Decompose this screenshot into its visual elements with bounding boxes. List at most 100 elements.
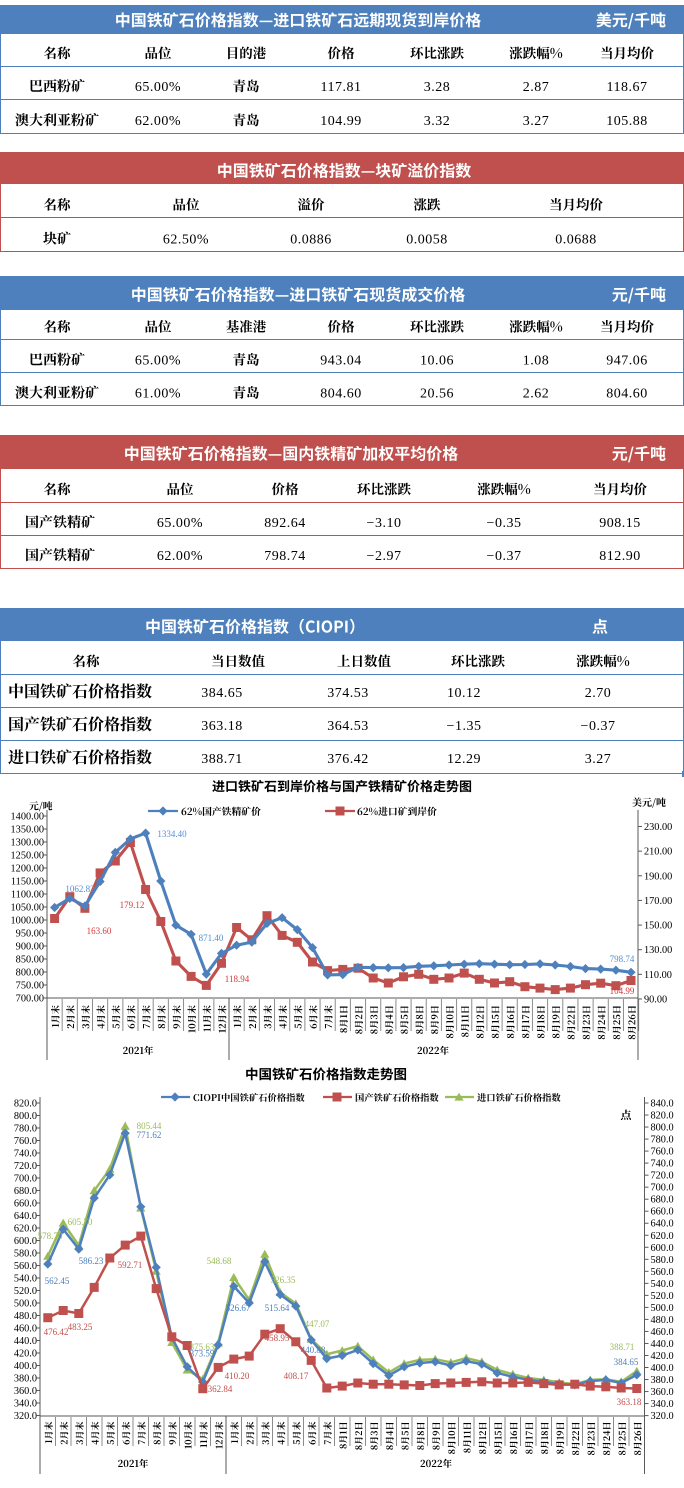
svg-text:110.00: 110.00	[644, 970, 672, 981]
svg-text:1100.00: 1100.00	[11, 890, 44, 901]
svg-text:0.0886: 0.0886	[290, 233, 332, 248]
svg-text:62.00%: 62.00%	[135, 114, 181, 129]
svg-text:2.70: 2.70	[585, 686, 612, 701]
svg-text:740.0: 740.0	[651, 1159, 674, 1170]
svg-text:460.0: 460.0	[651, 1327, 674, 1338]
svg-text:0.0688: 0.0688	[555, 233, 597, 248]
svg-text:10.12: 10.12	[447, 686, 481, 701]
svg-text:118.94: 118.94	[225, 974, 250, 984]
svg-text:65.00%: 65.00%	[135, 80, 181, 95]
svg-text:804.60: 804.60	[606, 387, 648, 402]
svg-text:440.0: 440.0	[14, 1336, 37, 1347]
svg-text:1000.00: 1000.00	[11, 916, 44, 927]
svg-text:−3.10: −3.10	[367, 516, 402, 531]
svg-text:804.60: 804.60	[320, 387, 362, 402]
svg-text:798.74: 798.74	[264, 549, 306, 564]
svg-text:384.65: 384.65	[201, 686, 243, 701]
svg-text:3.28: 3.28	[424, 80, 451, 95]
svg-text:384.65: 384.65	[614, 1357, 639, 1367]
svg-text:820.0: 820.0	[14, 1099, 37, 1110]
svg-text:373.59: 373.59	[190, 1349, 215, 1359]
svg-text:720.0: 720.0	[651, 1171, 674, 1182]
svg-text:364.53: 364.53	[327, 719, 369, 734]
svg-text:65.00%: 65.00%	[135, 354, 181, 369]
svg-text:−0.37: −0.37	[581, 719, 616, 734]
svg-text:520.0: 520.0	[651, 1291, 674, 1302]
svg-text:380.0: 380.0	[14, 1374, 37, 1385]
svg-text:760.0: 760.0	[651, 1147, 674, 1158]
svg-text:440.0: 440.0	[651, 1339, 674, 1350]
svg-text:798.74: 798.74	[610, 954, 635, 964]
svg-text:2.62: 2.62	[523, 387, 550, 402]
svg-text:580.0: 580.0	[651, 1255, 674, 1266]
svg-text:760.0: 760.0	[14, 1136, 37, 1147]
svg-text:640.0: 640.0	[651, 1219, 674, 1230]
svg-text:3.32: 3.32	[424, 114, 451, 129]
svg-text:340.0: 340.0	[651, 1399, 674, 1410]
svg-text:820.0: 820.0	[651, 1111, 674, 1122]
svg-text:700.0: 700.0	[651, 1183, 674, 1194]
svg-text:943.04: 943.04	[320, 354, 362, 369]
svg-text:61.00%: 61.00%	[135, 387, 181, 402]
svg-text:600.0: 600.0	[14, 1236, 37, 1247]
svg-text:871.40: 871.40	[199, 933, 224, 943]
svg-text:104.99: 104.99	[320, 114, 362, 129]
svg-text:447.07: 447.07	[305, 1319, 330, 1329]
svg-text:−1.35: −1.35	[447, 719, 482, 734]
svg-text:1350.00: 1350.00	[11, 825, 44, 836]
svg-text:400.0: 400.0	[651, 1363, 674, 1374]
svg-text:680.0: 680.0	[651, 1195, 674, 1206]
svg-text:578.70: 578.70	[38, 1231, 63, 1241]
svg-text:1300.00: 1300.00	[11, 838, 44, 849]
svg-text:720.0: 720.0	[14, 1161, 37, 1172]
svg-text:420.0: 420.0	[651, 1351, 674, 1362]
svg-text:620.0: 620.0	[14, 1224, 37, 1235]
svg-text:771.62: 771.62	[137, 1130, 162, 1140]
svg-text:1062.82: 1062.82	[65, 884, 94, 894]
svg-text:10.06: 10.06	[420, 354, 454, 369]
svg-text:680.0: 680.0	[14, 1186, 37, 1197]
svg-text:740.0: 740.0	[14, 1149, 37, 1160]
svg-text:1200.00: 1200.00	[11, 864, 44, 875]
svg-text:375.63: 375.63	[190, 1342, 215, 1352]
svg-text:420.0: 420.0	[14, 1349, 37, 1360]
svg-text:812.90: 812.90	[599, 549, 641, 564]
svg-text:179.12: 179.12	[120, 900, 145, 910]
svg-text:62.00%: 62.00%	[157, 549, 203, 564]
svg-text:104.99: 104.99	[610, 986, 635, 996]
svg-text:526.35: 526.35	[271, 1275, 296, 1285]
svg-text:700.0: 700.0	[14, 1174, 37, 1185]
svg-text:780.0: 780.0	[14, 1124, 37, 1135]
svg-text:0.0058: 0.0058	[406, 233, 448, 248]
svg-text:460.0: 460.0	[14, 1324, 37, 1335]
svg-text:62.50%: 62.50%	[163, 233, 209, 248]
svg-text:592.71: 592.71	[118, 1260, 143, 1270]
svg-text:163.60: 163.60	[87, 926, 112, 936]
svg-text:540.0: 540.0	[14, 1274, 37, 1285]
svg-text:388.71: 388.71	[610, 1342, 635, 1352]
svg-text:640.0: 640.0	[14, 1211, 37, 1222]
svg-text:130.00: 130.00	[644, 945, 672, 956]
svg-text:410.20: 410.20	[225, 1371, 250, 1381]
svg-text:548.68: 548.68	[207, 1256, 232, 1266]
svg-text:500.0: 500.0	[651, 1303, 674, 1314]
svg-text:900.00: 900.00	[16, 942, 44, 953]
svg-text:520.0: 520.0	[14, 1286, 37, 1297]
svg-text:90.00: 90.00	[644, 994, 667, 1005]
svg-text:360.0: 360.0	[651, 1387, 674, 1398]
svg-text:780.0: 780.0	[651, 1135, 674, 1146]
svg-text:750.00: 750.00	[16, 981, 44, 992]
svg-text:560.0: 560.0	[651, 1267, 674, 1278]
svg-text:850.00: 850.00	[16, 955, 44, 966]
svg-text:2.87: 2.87	[523, 80, 550, 95]
svg-text:376.42: 376.42	[327, 752, 369, 767]
svg-text:65.00%: 65.00%	[157, 516, 203, 531]
svg-text:230.00: 230.00	[644, 822, 672, 833]
svg-text:117.81: 117.81	[321, 80, 362, 95]
svg-text:950.00: 950.00	[16, 929, 44, 940]
svg-text:340.0: 340.0	[14, 1399, 37, 1410]
svg-text:388.71: 388.71	[201, 752, 243, 767]
svg-text:562.45: 562.45	[45, 1276, 70, 1286]
svg-text:210.00: 210.00	[644, 847, 672, 858]
svg-text:1334.40: 1334.40	[157, 829, 187, 839]
